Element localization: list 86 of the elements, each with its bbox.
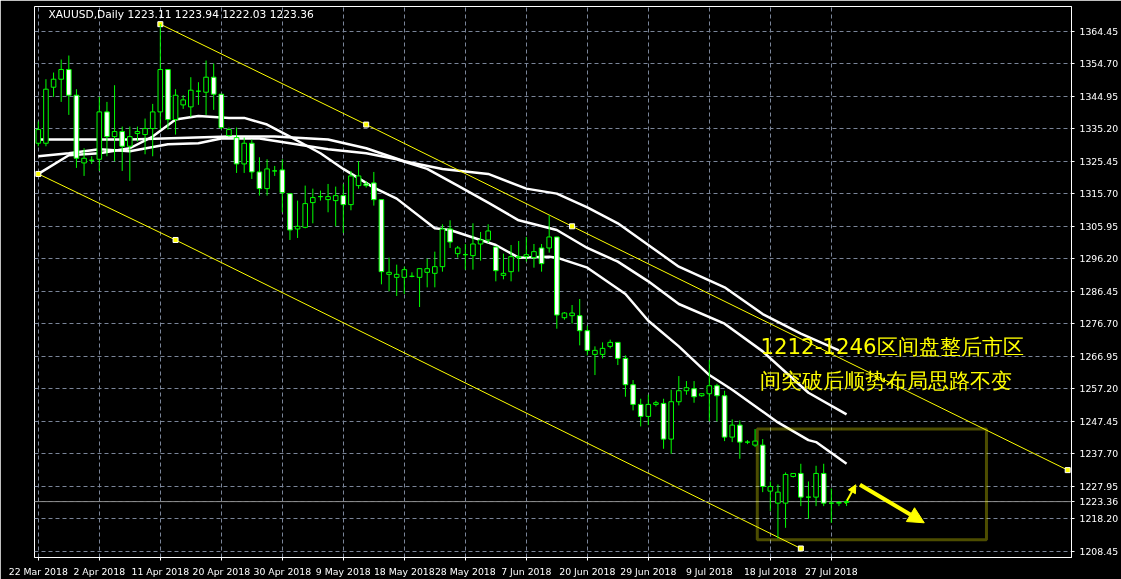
candlestick	[805, 480, 812, 520]
candlestick	[798, 463, 804, 507]
candlestick	[615, 341, 621, 366]
candlestick	[531, 243, 537, 269]
candlestick	[50, 72, 57, 98]
x-tick-label: 9 May 2018	[315, 565, 371, 577]
candlestick	[775, 483, 781, 539]
x-tick-label: 11 Apr 2018	[131, 565, 190, 577]
candlestick	[569, 304, 575, 325]
point	[172, 236, 179, 243]
candlestick	[836, 500, 842, 507]
point	[569, 223, 576, 230]
candlestick	[523, 236, 530, 263]
candlestick	[538, 243, 545, 273]
x-tick-label: 18 May 2018	[373, 565, 435, 577]
candlestick	[691, 380, 697, 404]
candlestick	[149, 103, 156, 157]
candlestick	[477, 231, 484, 262]
y-tick-label: 1257.20	[1079, 383, 1119, 395]
candlestick	[584, 325, 591, 356]
candlestick	[592, 345, 598, 376]
candlestick	[485, 223, 491, 244]
candlestick	[264, 158, 270, 197]
x-tick-label: 30 Apr 2018	[253, 565, 312, 577]
x-tick-label: 7 Jun 2018	[501, 565, 552, 577]
x-tick-label: 28 May 2018	[434, 565, 496, 577]
candlestick	[371, 171, 377, 207]
y-tick-label: 1364.45	[1079, 25, 1119, 37]
candlestick	[188, 76, 194, 118]
candlestick	[310, 188, 316, 224]
candlestick	[432, 251, 438, 288]
x-tick-label: 22 Mar 2018	[8, 565, 68, 577]
y-tick-label: 1266.95	[1079, 350, 1119, 362]
x-tick-label: 18 Jul 2018	[743, 565, 797, 577]
x-tick-label: 20 Apr 2018	[192, 565, 251, 577]
y-tick-label: 1247.45	[1079, 415, 1119, 427]
y-tick-label: 1325.45	[1079, 155, 1119, 167]
point	[363, 121, 370, 128]
candlestick	[203, 60, 209, 116]
y-tick-label: 1237.70	[1079, 448, 1119, 460]
candlestick	[500, 253, 507, 280]
point	[797, 545, 804, 552]
y-tick-label: 1208.45	[1079, 545, 1119, 557]
candlestick	[714, 383, 720, 422]
candlestick	[515, 240, 522, 273]
y-tick-label: 1296.20	[1079, 253, 1119, 265]
point	[1064, 467, 1071, 474]
point	[35, 170, 42, 177]
y-tick-label: 1315.70	[1079, 188, 1119, 200]
y-tick-label: 1276.70	[1079, 318, 1119, 330]
x-tick-label: 2 Apr 2018	[73, 565, 126, 577]
x-tick-label: 29 Jun 2018	[620, 565, 677, 577]
y-tick-label: 1227.95	[1079, 480, 1119, 492]
candlestick	[813, 465, 819, 507]
candlestick	[142, 118, 148, 155]
candlestick	[58, 59, 64, 103]
candlestick	[752, 428, 758, 448]
candlestick	[630, 379, 636, 411]
y-tick-label: 1335.20	[1079, 123, 1119, 135]
candlestick	[325, 183, 331, 213]
candlestick	[508, 244, 514, 282]
candlestick	[386, 257, 392, 292]
chart-title: XAUUSD,Daily 1223.11 1223.94 1222.03 1223.36	[48, 7, 315, 21]
candlestick	[737, 419, 743, 460]
candlestick	[279, 158, 286, 213]
candlestick	[470, 222, 476, 271]
candlestick	[447, 219, 453, 249]
candlestick	[546, 214, 552, 254]
candlestick	[127, 126, 133, 182]
ref-line-label: 1223.36	[1079, 496, 1119, 508]
candlestick	[576, 298, 583, 346]
x-tick-label: 9 Jul 2018	[685, 565, 733, 577]
candlestick	[706, 359, 713, 422]
candlestick	[828, 487, 835, 524]
y-tick-label: 1354.70	[1079, 58, 1119, 70]
candlestick	[676, 375, 682, 406]
y-tick-label: 1305.95	[1079, 220, 1119, 232]
x-tick-label: 27 Jul 2018	[804, 565, 858, 577]
x-tick-label: 20 Jun 2018	[559, 565, 616, 577]
candlestick	[256, 156, 263, 197]
y-tick-label: 1218.20	[1079, 513, 1119, 525]
candlestick	[210, 63, 217, 111]
y-tick-label: 1286.45	[1079, 285, 1119, 297]
candlestick	[81, 147, 87, 177]
y-tick-label: 1344.95	[1079, 90, 1119, 102]
candlestick	[493, 246, 499, 282]
